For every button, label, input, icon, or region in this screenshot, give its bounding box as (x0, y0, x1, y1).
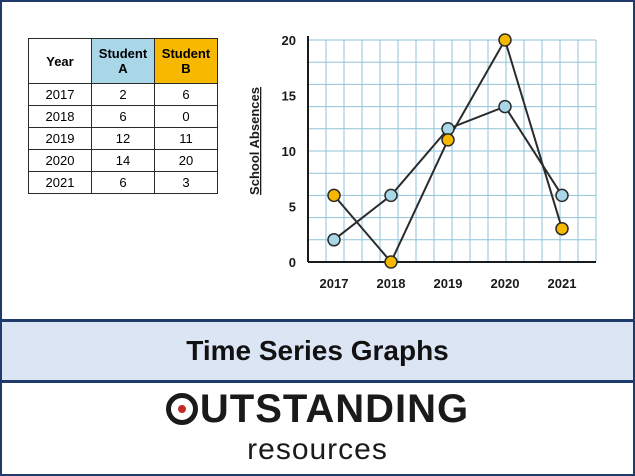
y-tick-label: 20 (282, 33, 296, 48)
header-student-a-label: Student A (98, 46, 148, 76)
data-point-student-b (327, 188, 341, 203)
brand-logo: UTSTANDING resources (2, 383, 633, 474)
target-o-icon (165, 393, 198, 425)
cell-year: 2019 (28, 127, 92, 150)
brand-subtitle: resources (247, 433, 388, 466)
time-series-chart: 0 5 10 15 20 2017 2018 2019 2020 2021 School Absen… (247, 33, 597, 291)
chart-container: 0 5 10 15 20 2017 2018 2019 2020 2021 School Absen… (238, 22, 608, 302)
data-point-student-a (555, 188, 569, 203)
title-banner: Time Series Graphs (2, 319, 633, 383)
brand-wordmark: UTSTANDING (2, 387, 633, 432)
data-point-student-a (327, 233, 341, 247)
brand-word-rest: UTSTANDING (199, 387, 470, 431)
cell-student-a: 6 (91, 105, 155, 128)
cell-student-a: 12 (91, 127, 155, 150)
x-tick-label: 2021 (548, 276, 577, 291)
table-row: 2021 6 3 (28, 171, 218, 194)
y-tick-label: 5 (289, 200, 296, 215)
data-point-student-a (441, 122, 455, 136)
cell-student-b: 6 (154, 83, 218, 106)
y-tick-label: 10 (282, 144, 296, 159)
y-axis-label: School Absences (247, 87, 262, 195)
table-row: 2020 14 20 (28, 149, 218, 172)
y-tick-label: 15 (282, 89, 296, 104)
data-point-student-b (555, 221, 569, 236)
data-point-student-b (498, 33, 512, 47)
data-point-student-b (441, 133, 455, 147)
cell-student-a: 6 (91, 171, 155, 194)
x-tick-label: 2020 (491, 276, 520, 291)
table-header-row: Year Student A Student B (28, 38, 218, 84)
top-section: Year Student A Student B 2017 2 6 2018 (2, 2, 633, 318)
cell-student-a: 14 (91, 149, 155, 172)
table-row: 2019 12 11 (28, 127, 218, 150)
data-point-student-b (384, 255, 398, 269)
header-student-b-label: Student B (161, 46, 211, 76)
cell-student-b: 3 (154, 171, 218, 194)
cell-student-b: 11 (154, 127, 218, 150)
absences-table: Year Student A Student B 2017 2 6 2018 (28, 38, 218, 194)
data-point-student-a (498, 99, 512, 114)
x-tick-label: 2019 (434, 276, 463, 291)
header-student-a: Student A (91, 38, 155, 84)
cell-student-a: 2 (91, 83, 155, 106)
cell-year: 2018 (28, 105, 92, 128)
x-tick-label: 2018 (377, 276, 406, 291)
y-tick-label: 0 (289, 255, 296, 270)
banner-title: Time Series Graphs (186, 335, 449, 366)
table-row: 2017 2 6 (28, 83, 218, 106)
table-row: 2018 6 0 (28, 105, 218, 128)
header-year: Year (28, 38, 92, 84)
cell-student-b: 0 (154, 105, 218, 128)
cell-year: 2020 (28, 149, 92, 172)
cell-year: 2021 (28, 171, 92, 194)
data-point-student-a (384, 188, 398, 203)
cell-student-b: 20 (154, 149, 218, 172)
x-tick-label: 2017 (320, 276, 349, 291)
header-student-b: Student B (154, 38, 218, 84)
cell-year: 2017 (28, 83, 92, 106)
